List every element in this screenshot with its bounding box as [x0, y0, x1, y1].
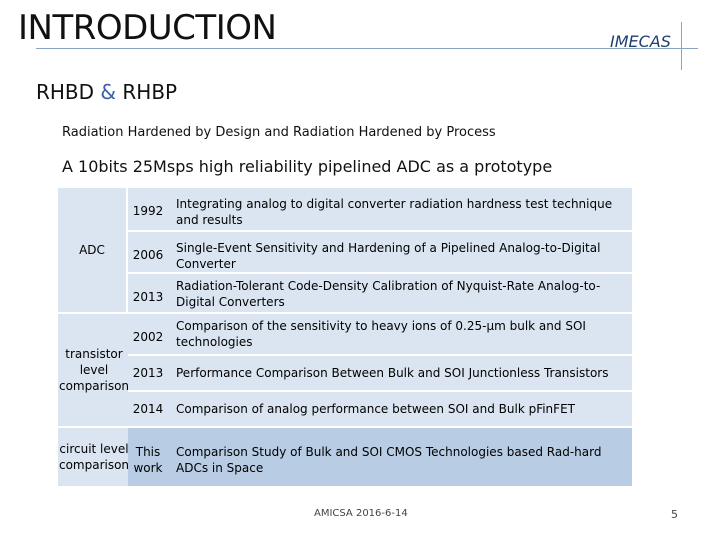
- row-year: 2013: [132, 290, 164, 304]
- category-adc: ADC: [58, 188, 128, 312]
- category-transistor-level: transistor level comparison: [58, 314, 132, 426]
- reference-table: ADC transistor level comparison circuit …: [58, 188, 632, 486]
- row-text: Integrating analog to digital converter …: [176, 197, 613, 227]
- row-text: Comparison of the sensitivity to heavy i…: [176, 319, 586, 349]
- table-row-highlight: This work Comparison Study of Bulk and S…: [128, 428, 632, 486]
- brand-label: IMECAS: [610, 32, 671, 51]
- slide-title: INTRODUCTION: [18, 8, 277, 48]
- table-row: 1992 Integrating analog to digital conve…: [128, 188, 632, 232]
- row-year: 2014: [132, 402, 164, 416]
- footer-date: AMICSA 2016-6-14: [314, 508, 408, 519]
- row-text: Performance Comparison Between Bulk and …: [176, 366, 609, 380]
- category-circuit-level: circuit level comparison: [58, 428, 132, 486]
- row-text: Radiation-Tolerant Code-Density Calibrat…: [176, 279, 601, 309]
- header-horizontal-rule: [36, 48, 698, 49]
- section-subtitle: RHBD & RHBP: [36, 80, 177, 104]
- table-row: 2002 Comparison of the sensitivity to he…: [128, 314, 632, 356]
- row-year: 2013: [132, 366, 164, 380]
- table-row: 2006 Single-Event Sensitivity and Harden…: [128, 232, 632, 274]
- subtitle-ampersand: &: [100, 80, 117, 104]
- subtitle-part1: RHBD: [36, 80, 95, 104]
- row-year: 2002: [132, 330, 164, 344]
- table-row: 2013 Radiation-Tolerant Code-Density Cal…: [128, 274, 632, 314]
- row-text: Single-Event Sensitivity and Hardening o…: [176, 241, 601, 271]
- row-year: 1992: [132, 204, 164, 218]
- description-text: Radiation Hardened by Design and Radiati…: [62, 125, 496, 140]
- subtitle-part2: RHBP: [122, 80, 178, 104]
- row-text: Comparison Study of Bulk and SOI CMOS Te…: [176, 445, 602, 475]
- row-year: This work: [133, 445, 163, 475]
- table-row: 2014 Comparison of analog performance be…: [128, 392, 632, 428]
- header-vertical-rule: [681, 22, 682, 70]
- row-text: Comparison of analog performance between…: [176, 402, 575, 416]
- table-row: 2013 Performance Comparison Between Bulk…: [128, 356, 632, 392]
- page-number: 5: [671, 508, 678, 521]
- prototype-text: A 10bits 25Msps high reliability pipelin…: [62, 157, 553, 176]
- row-year: 2006: [132, 248, 164, 262]
